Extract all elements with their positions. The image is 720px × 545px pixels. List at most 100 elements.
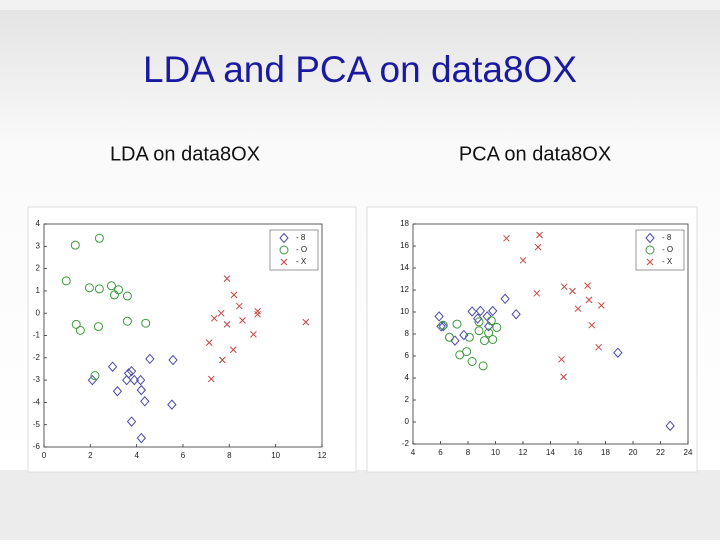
y-tick-label: -5: [33, 420, 41, 429]
x-tick-label: 4: [134, 451, 139, 460]
point: [452, 319, 462, 329]
point: [250, 331, 257, 338]
legend-marker: [279, 232, 289, 244]
y-tick-label: 6: [405, 351, 410, 360]
point: [486, 316, 496, 326]
point: [217, 309, 225, 317]
point: [444, 332, 454, 342]
point: [136, 384, 146, 396]
point: [436, 321, 446, 332]
y-tick-label: 4: [405, 373, 410, 382]
x-tick-label: 18: [601, 448, 610, 457]
point: [472, 313, 483, 324]
point: [71, 319, 81, 329]
point: [112, 385, 123, 397]
point: [464, 332, 474, 342]
point: [533, 289, 541, 297]
point: [87, 374, 98, 386]
y-tick-label: 1: [36, 286, 41, 295]
point: [126, 416, 137, 427]
legend-label: - X: [662, 257, 673, 266]
point: [129, 374, 140, 386]
y-tick-label: -2: [402, 439, 410, 448]
y-tick-label: 2: [36, 264, 41, 273]
point: [210, 314, 218, 322]
point: [302, 318, 310, 326]
point: [511, 308, 521, 320]
x-tick-label: 10: [491, 448, 500, 457]
point: [167, 399, 177, 410]
point: [219, 356, 226, 364]
point: [459, 329, 469, 341]
point: [84, 283, 94, 293]
x-tick-label: 20: [629, 448, 638, 457]
y-tick-label: 2: [405, 395, 410, 404]
point: [114, 285, 124, 295]
point: [584, 282, 591, 289]
legend-label: - 8: [296, 233, 306, 242]
x-tick-label: 4: [411, 448, 416, 457]
point: [145, 353, 155, 365]
point: [560, 373, 567, 381]
point: [223, 275, 231, 282]
y-tick-label: 16: [400, 241, 409, 250]
point: [474, 317, 484, 327]
point: [70, 240, 80, 250]
x-tick-label: 16: [574, 448, 583, 457]
point: [205, 339, 213, 346]
point: [109, 290, 119, 300]
point: [94, 284, 104, 294]
legend-marker: [279, 245, 289, 255]
point: [207, 375, 215, 383]
legend-marker: [280, 258, 288, 266]
legend-marker: [645, 232, 655, 244]
x-tick-label: 6: [438, 448, 443, 457]
y-tick-label: -2: [33, 353, 41, 362]
point: [141, 318, 151, 328]
x-tick-label: 14: [546, 448, 555, 457]
y-tick-label: 8: [405, 329, 410, 338]
x-tick-label: 12: [318, 451, 327, 460]
x-tick-label: 12: [519, 448, 528, 457]
point: [229, 346, 237, 354]
point: [536, 231, 543, 239]
point: [434, 311, 444, 322]
footer-band: [0, 470, 720, 540]
legend-label: - O: [662, 245, 673, 254]
point: [588, 321, 596, 329]
point: [239, 316, 246, 324]
point: [140, 396, 150, 407]
point: [598, 302, 605, 309]
point: [438, 321, 448, 332]
legend-label: - O: [296, 245, 307, 254]
x-tick-label: 6: [181, 451, 186, 460]
point: [488, 305, 498, 317]
point: [75, 325, 85, 335]
point: [574, 305, 582, 313]
y-tick-label: -6: [33, 442, 41, 451]
point: [595, 343, 602, 351]
y-tick-label: -4: [33, 398, 41, 407]
point: [585, 296, 593, 304]
point: [123, 368, 134, 379]
point: [122, 291, 132, 301]
point: [488, 335, 498, 344]
x-tick-label: 8: [466, 448, 471, 457]
y-tick-label: 0: [405, 417, 410, 426]
point: [254, 307, 261, 315]
point: [467, 357, 477, 366]
point: [474, 326, 484, 336]
point: [438, 320, 448, 330]
x-tick-label: 10: [271, 451, 280, 460]
point: [93, 322, 103, 332]
point: [500, 293, 510, 305]
slide-title: LDA and PCA on data8OX: [143, 49, 577, 90]
point: [106, 281, 116, 291]
point: [665, 420, 675, 432]
y-tick-label: 14: [400, 263, 409, 272]
point: [478, 361, 488, 371]
point: [61, 276, 71, 286]
chart-title: PCA on data8OX: [459, 143, 611, 165]
point: [467, 306, 477, 317]
